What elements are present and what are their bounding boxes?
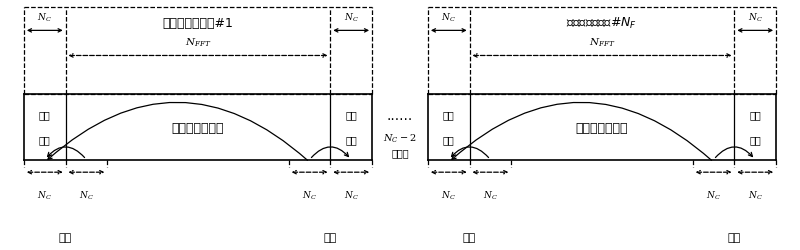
Text: 循环: 循环 [39,110,50,120]
Text: 循环: 循环 [443,110,454,120]
Text: 帧同步序列符号#1: 帧同步序列符号#1 [162,17,234,30]
Text: 后缀: 后缀 [346,135,357,145]
Text: $N_C$: $N_C$ [302,189,317,201]
Text: $N_C$: $N_C$ [344,189,358,201]
Text: $N_C$: $N_C$ [79,189,94,201]
Text: 复制: 复制 [59,232,72,242]
Text: 帧同步序列数据: 帧同步序列数据 [172,121,224,134]
Text: $N_C$: $N_C$ [38,189,52,201]
Text: $N_C$: $N_C$ [442,11,456,24]
Text: $N_{FFT}$: $N_{FFT}$ [589,36,615,49]
Text: 帧同步序列符号#$N_F$: 帧同步序列符号#$N_F$ [566,16,638,31]
Text: $N_C$: $N_C$ [706,189,721,201]
Text: 后缀: 后缀 [750,135,761,145]
Text: $N_{FFT}$: $N_{FFT}$ [185,36,211,49]
Text: 复制: 复制 [324,232,337,242]
Text: 复制: 复制 [463,232,476,242]
Text: $N_C$: $N_C$ [748,11,762,24]
Text: $N_C$: $N_C$ [38,11,52,24]
Text: $N_C-2$
个符号: $N_C-2$ 个符号 [383,132,417,158]
Text: $N_C$: $N_C$ [442,189,456,201]
Text: 循环: 循环 [346,110,357,120]
Text: $N_C$: $N_C$ [748,189,762,201]
Text: 循环: 循环 [750,110,761,120]
Text: 复制: 复制 [728,232,741,242]
Text: $N_C$: $N_C$ [483,189,498,201]
Text: $N_C$: $N_C$ [344,11,358,24]
Text: 前缀: 前缀 [39,135,50,145]
Text: ······: ······ [387,113,413,127]
Text: 前缀: 前缀 [443,135,454,145]
Text: 帧同步序列数据: 帧同步序列数据 [576,121,628,134]
